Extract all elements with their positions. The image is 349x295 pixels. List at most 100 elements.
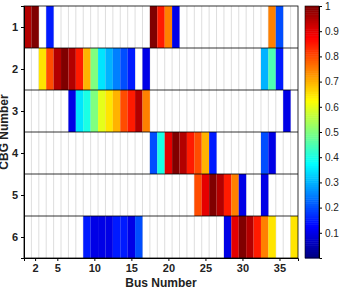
heatmap-cell bbox=[76, 48, 83, 90]
tick: 0.7 bbox=[319, 76, 339, 87]
row-divider bbox=[24, 132, 298, 133]
heatmap-cell bbox=[76, 90, 83, 132]
tick: 5 bbox=[55, 258, 61, 274]
heatmap-cell bbox=[24, 6, 31, 48]
tick-mark bbox=[131, 258, 132, 261]
heatmap-cell bbox=[268, 6, 275, 48]
tick: 0.4 bbox=[319, 152, 339, 163]
heatmap-cell bbox=[46, 48, 53, 90]
y-axis-title: CBG Number bbox=[0, 94, 11, 170]
heatmap-cell bbox=[187, 132, 194, 174]
tick-label: 0.5 bbox=[325, 127, 339, 138]
tick: 0.1 bbox=[319, 228, 339, 239]
heatmap-cell bbox=[261, 48, 268, 90]
heatmap-cell bbox=[128, 90, 135, 132]
heatmap-cell bbox=[261, 174, 268, 216]
tick: 0.5 bbox=[319, 127, 339, 138]
tick-mark bbox=[319, 157, 322, 158]
heatmap-cell bbox=[254, 216, 261, 258]
tick-mark bbox=[168, 258, 169, 261]
tick-label: 1 bbox=[12, 21, 18, 33]
tick: 2 bbox=[33, 258, 39, 274]
chart: 25101520253035123456Bus NumberCBG Number… bbox=[0, 0, 349, 295]
heatmap-cell bbox=[172, 6, 179, 48]
heatmap-cell bbox=[283, 90, 290, 132]
tick-mark bbox=[205, 258, 206, 261]
tick-label: 5 bbox=[55, 262, 61, 274]
heatmap-cell bbox=[98, 90, 105, 132]
x-axis-title: Bus Number bbox=[125, 276, 197, 290]
heatmap-cell bbox=[194, 174, 201, 216]
tick-label: 2 bbox=[12, 63, 18, 75]
tick: 30 bbox=[237, 258, 249, 274]
tick: 15 bbox=[126, 258, 138, 274]
heatmap-cell bbox=[83, 48, 90, 90]
tick: 20 bbox=[163, 258, 175, 274]
row-divider bbox=[24, 216, 298, 217]
heatmap-cell bbox=[165, 6, 172, 48]
tick: 10 bbox=[89, 258, 101, 274]
heatmap-cell bbox=[39, 48, 46, 90]
heatmap-cell bbox=[209, 174, 216, 216]
tick: 25 bbox=[200, 258, 212, 274]
heatmap-cell bbox=[150, 132, 157, 174]
heatmap-cell bbox=[246, 216, 253, 258]
heatmap-cell bbox=[120, 216, 127, 258]
tick-mark bbox=[21, 153, 24, 154]
heatmap-cell bbox=[91, 90, 98, 132]
tick: 3 bbox=[12, 105, 24, 117]
heatmap-cell bbox=[113, 48, 120, 90]
heatmap-cell bbox=[128, 48, 135, 90]
tick-mark bbox=[35, 258, 36, 261]
heatmap-cell bbox=[194, 132, 201, 174]
tick: 0.2 bbox=[319, 202, 339, 213]
tick-mark bbox=[94, 258, 95, 261]
tick-label: 3 bbox=[12, 105, 18, 117]
tick-mark bbox=[21, 69, 24, 70]
heatmap-cell bbox=[157, 132, 164, 174]
heatmap-cell bbox=[83, 90, 90, 132]
heatmap-cell bbox=[68, 90, 75, 132]
tick: 5 bbox=[12, 189, 24, 201]
tick: 0.8 bbox=[319, 51, 339, 62]
heatmap-cell bbox=[142, 48, 149, 90]
heatmap-cell bbox=[91, 216, 98, 258]
tick-mark bbox=[319, 56, 322, 57]
heatmap-cell bbox=[135, 90, 142, 132]
heatmap-cell bbox=[113, 216, 120, 258]
tick-label: 10 bbox=[89, 262, 101, 274]
y-axis: 123456 bbox=[12, 7, 25, 259]
heatmap-cell bbox=[239, 216, 246, 258]
tick: 1 bbox=[12, 21, 24, 33]
axis-line bbox=[25, 259, 299, 262]
tick-label: 25 bbox=[200, 262, 212, 274]
colorbar-axis: 0.10.20.30.40.50.60.70.80.91 bbox=[319, 1, 339, 259]
x-axis: 25101520253035 bbox=[25, 258, 299, 274]
tick-label: 0.6 bbox=[325, 102, 339, 113]
tick-label: 0.1 bbox=[325, 228, 339, 239]
heatmap-cell bbox=[276, 48, 283, 90]
heatmap-cell bbox=[172, 132, 179, 174]
heatmap-cell bbox=[31, 6, 38, 48]
tick-mark bbox=[21, 237, 24, 238]
axis-line bbox=[320, 7, 323, 259]
heatmap-cell bbox=[68, 48, 75, 90]
heatmap-cell bbox=[98, 48, 105, 90]
axis-line bbox=[21, 7, 25, 259]
tick-mark bbox=[319, 182, 322, 183]
heatmap-cell bbox=[105, 48, 112, 90]
heatmap-cell bbox=[61, 48, 68, 90]
heatmap-cell bbox=[202, 174, 209, 216]
tick-mark bbox=[319, 233, 322, 234]
heatmap-cell bbox=[157, 6, 164, 48]
tick: 1 bbox=[319, 1, 331, 12]
tick: 6 bbox=[12, 231, 24, 243]
plot-area bbox=[24, 6, 298, 258]
tick-label: 1 bbox=[325, 1, 331, 12]
tick-label: 30 bbox=[237, 262, 249, 274]
tick: 0.3 bbox=[319, 177, 339, 188]
tick-label: 15 bbox=[126, 262, 138, 274]
heatmap-cell bbox=[231, 216, 238, 258]
heatmap-cell bbox=[150, 6, 157, 48]
heatmap-cell bbox=[46, 6, 53, 48]
